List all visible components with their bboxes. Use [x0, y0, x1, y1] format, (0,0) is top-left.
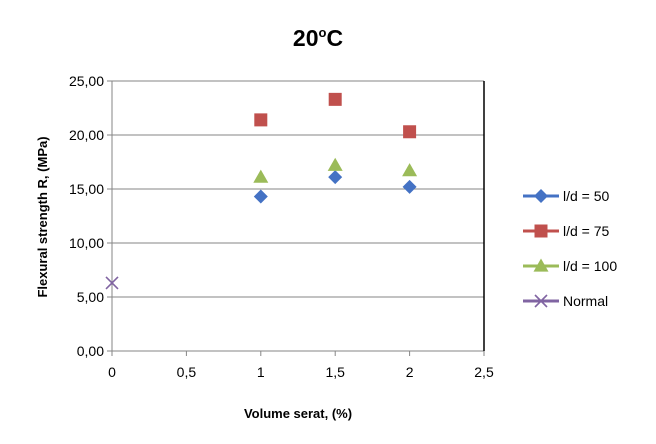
- legend-item-0: l/d = 50: [523, 188, 610, 204]
- y-tick-label: 10,00: [69, 235, 104, 251]
- chart-title-tail: C: [326, 25, 343, 51]
- series-3: [105, 276, 119, 290]
- y-tick-label: 15,00: [69, 181, 104, 197]
- legend-item-3: Normal: [523, 293, 608, 309]
- data-point-series-2-1: [327, 157, 343, 171]
- x-tick-label: 1,5: [325, 364, 345, 380]
- legend-label-0: l/d = 50: [563, 188, 610, 204]
- legend-marker-0: [534, 189, 548, 203]
- chart-title-superscript: o: [319, 25, 327, 40]
- y-tick-label: 0,00: [77, 343, 104, 359]
- data-point-series-0-1: [328, 170, 343, 185]
- y-tick-label: 5,00: [77, 289, 104, 305]
- chart-title-main: 20: [293, 25, 319, 51]
- data-point-series-1-1: [328, 92, 342, 106]
- chart-title: 20oC: [293, 25, 343, 51]
- data-point-series-1-2: [403, 125, 417, 139]
- legend-marker-3: [534, 294, 548, 308]
- x-tick-label: 2: [406, 364, 414, 380]
- x-tick-label: 2,5: [474, 364, 494, 380]
- legend-marker-3-stroke-b: [534, 294, 548, 308]
- legend-item-2: l/d = 100: [523, 258, 617, 274]
- series-1: [254, 92, 417, 139]
- legend: l/d = 50 l/d = 75 l/d = 100 Normal: [523, 188, 617, 309]
- data-point-series-0-2: [402, 179, 417, 194]
- series-0: [253, 170, 417, 204]
- data-point-series-2-2: [402, 163, 418, 177]
- legend-label-3: Normal: [563, 293, 608, 309]
- x-axis-label: Volume serat, (%): [244, 406, 352, 421]
- x-tick-label: 0,5: [177, 364, 197, 380]
- x-tick-label: 0: [108, 364, 116, 380]
- x-tick-label: 1: [257, 364, 265, 380]
- data-point-series-3-0-stroke-b: [105, 276, 119, 290]
- legend-marker-1: [534, 224, 548, 238]
- data-series: [105, 92, 418, 290]
- data-point-series-2-0: [253, 169, 269, 183]
- legend-label-1: l/d = 75: [563, 223, 610, 239]
- gridlines: [112, 80, 484, 298]
- data-point-series-1-0: [254, 113, 268, 127]
- series-2: [253, 157, 418, 183]
- y-tick-label: 20,00: [69, 127, 104, 143]
- legend-label-2: l/d = 100: [563, 258, 617, 274]
- axes: [107, 80, 485, 356]
- tick-labels: 0,00 5,00 10,00 15,00 20,00 25,00 0 0,5 1 1,5 2 2,5: [69, 73, 494, 380]
- data-point-series-3-0: [105, 276, 119, 290]
- legend-item-1: l/d = 75: [523, 223, 610, 239]
- y-axis-label: Flexural strength R, (MPa): [35, 136, 50, 297]
- y-tick-label: 25,00: [69, 73, 104, 89]
- legend-marker-2: [533, 258, 549, 272]
- data-point-series-0-0: [253, 189, 268, 204]
